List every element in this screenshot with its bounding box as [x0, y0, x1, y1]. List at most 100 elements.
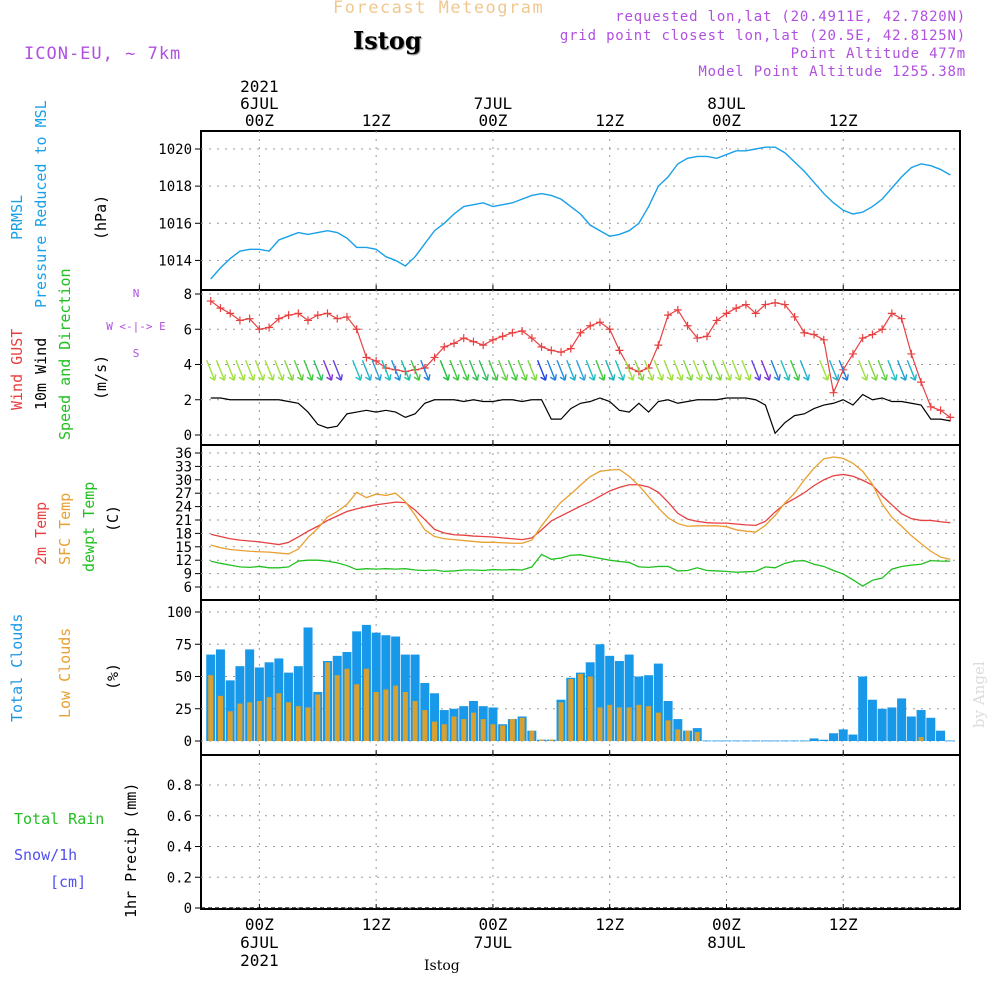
wind-arrow-shaft	[605, 360, 615, 381]
wind-arrow-shaft	[468, 360, 479, 381]
pressure-msl-label: Pressure Reduced to MSL	[32, 100, 50, 308]
wind-arrow-shaft	[896, 360, 907, 381]
wind-arrow-head	[258, 374, 266, 381]
precip-ytick-label: 0.6	[167, 809, 192, 825]
low-clouds-bar	[402, 691, 408, 741]
total-clouds-bar	[760, 740, 770, 742]
wind-arrow-shaft	[225, 360, 235, 381]
low-clouds-bar	[500, 725, 506, 741]
total-clouds-bar	[731, 740, 741, 742]
wind-arrow-head	[861, 374, 869, 381]
wind-direction-arrow	[789, 360, 801, 381]
low-clouds-bar	[393, 685, 399, 741]
total-clouds-bar	[809, 738, 819, 741]
wind-speed-line	[210, 393, 951, 435]
wind-arrow-shaft	[585, 360, 595, 381]
wind-direction-arrow	[887, 360, 898, 381]
total-clouds-bar	[235, 666, 245, 741]
low-clouds-bar	[295, 706, 301, 741]
wind-direction-arrow	[906, 360, 918, 381]
wind-arrow-shaft	[877, 360, 887, 381]
top-time-label: 6JUL	[240, 94, 279, 113]
low-clouds-bar	[539, 739, 545, 741]
wind-direction-arrow	[459, 360, 470, 381]
wind-arrow-shaft	[235, 360, 245, 381]
wind-arrow-head	[579, 374, 587, 381]
wind-gust-point	[518, 327, 527, 336]
wind-direction-arrow	[896, 360, 908, 381]
wind-arrow-shaft	[245, 360, 255, 381]
wind-gust-point	[547, 346, 556, 355]
total-rain-label: Total Rain	[14, 810, 104, 828]
wind-arrow-shaft	[673, 360, 683, 381]
total-clouds-bar	[916, 710, 926, 741]
pressure-ytick-label: 1014	[158, 253, 192, 269]
wind-direction-arrow	[293, 360, 304, 381]
wind-gust-point	[586, 321, 595, 330]
wind-arrow-head	[559, 374, 567, 381]
wind-arrow-head	[598, 374, 606, 381]
top-time-label: 00Z	[712, 111, 741, 130]
wind-arrow-head	[462, 374, 470, 381]
wind-arrow-head	[306, 374, 314, 381]
wind-direction-arrow	[682, 360, 694, 381]
wind-arrow-shaft	[828, 360, 839, 381]
low-clouds-bar	[237, 703, 243, 741]
wind-gust-point	[294, 309, 303, 318]
wind-direction-arrow	[653, 360, 665, 381]
wind-direction-arrow	[614, 360, 626, 381]
total-clouds-bar	[410, 654, 420, 741]
wind-gust-point	[245, 314, 254, 323]
wind-gust-point	[430, 353, 439, 362]
wind-ytick-label: 2	[184, 393, 192, 409]
compass-west-east: W <-|-> E	[106, 320, 166, 333]
wind-arrow-shaft	[721, 360, 732, 381]
total-clouds-bar	[614, 661, 624, 741]
wind-arrow-head	[423, 374, 431, 381]
temperature-ytick-label: 21	[175, 513, 192, 529]
low-clouds-bar	[383, 689, 389, 741]
low-clouds-bar	[694, 731, 700, 741]
total-clouds-bar	[799, 740, 809, 742]
wind-gust-point	[819, 335, 828, 344]
total-clouds-bar	[595, 644, 605, 741]
wind-gust-point	[576, 328, 585, 337]
wind-gust-point	[751, 309, 760, 318]
wind-arrow-head	[530, 374, 538, 381]
clouds-ytick-label: 0	[184, 734, 192, 750]
wind-arrow-shaft	[410, 360, 420, 381]
wind-gust-point	[741, 300, 750, 309]
wind-direction-arrow	[556, 360, 567, 381]
clouds-ytick-label: 100	[167, 605, 192, 621]
low-clouds-bar	[636, 704, 642, 741]
wind-arrow-shaft	[400, 360, 410, 381]
wind-gust-point	[304, 316, 313, 325]
wind-arrow-head	[287, 374, 295, 381]
temperature-ytick-label: 33	[175, 459, 192, 475]
total-clouds-bar	[819, 739, 829, 741]
wind-arrow-head	[238, 374, 246, 381]
wind-gust-point	[654, 341, 663, 350]
wind-gust-point	[790, 312, 799, 321]
wind-gust-point	[595, 318, 604, 327]
model-name: ICON-EU, ~ 7km	[24, 44, 182, 64]
wind-direction-arrow	[410, 360, 421, 381]
bottom-time-label: 00Z	[245, 915, 274, 934]
wind-arrow-head	[627, 374, 635, 381]
top-time-label: 12Z	[362, 111, 391, 130]
wind-gust-point	[479, 341, 488, 350]
wind-gust-point	[868, 330, 877, 339]
low-clouds-bar	[568, 679, 574, 741]
wind-direction-arrow	[877, 360, 888, 381]
low-clouds-bar	[305, 707, 311, 741]
total-clouds-bar	[381, 635, 391, 741]
total-clouds-bar	[906, 716, 916, 741]
wind-gust-point	[693, 334, 702, 343]
low-clouds-bar	[208, 675, 214, 741]
low-clouds-bar	[685, 730, 691, 741]
wind-direction-arrow	[400, 360, 412, 381]
wind-arrow-shaft	[546, 360, 556, 381]
total-clouds-bar	[751, 740, 761, 742]
wind-direction-arrow	[780, 360, 791, 381]
